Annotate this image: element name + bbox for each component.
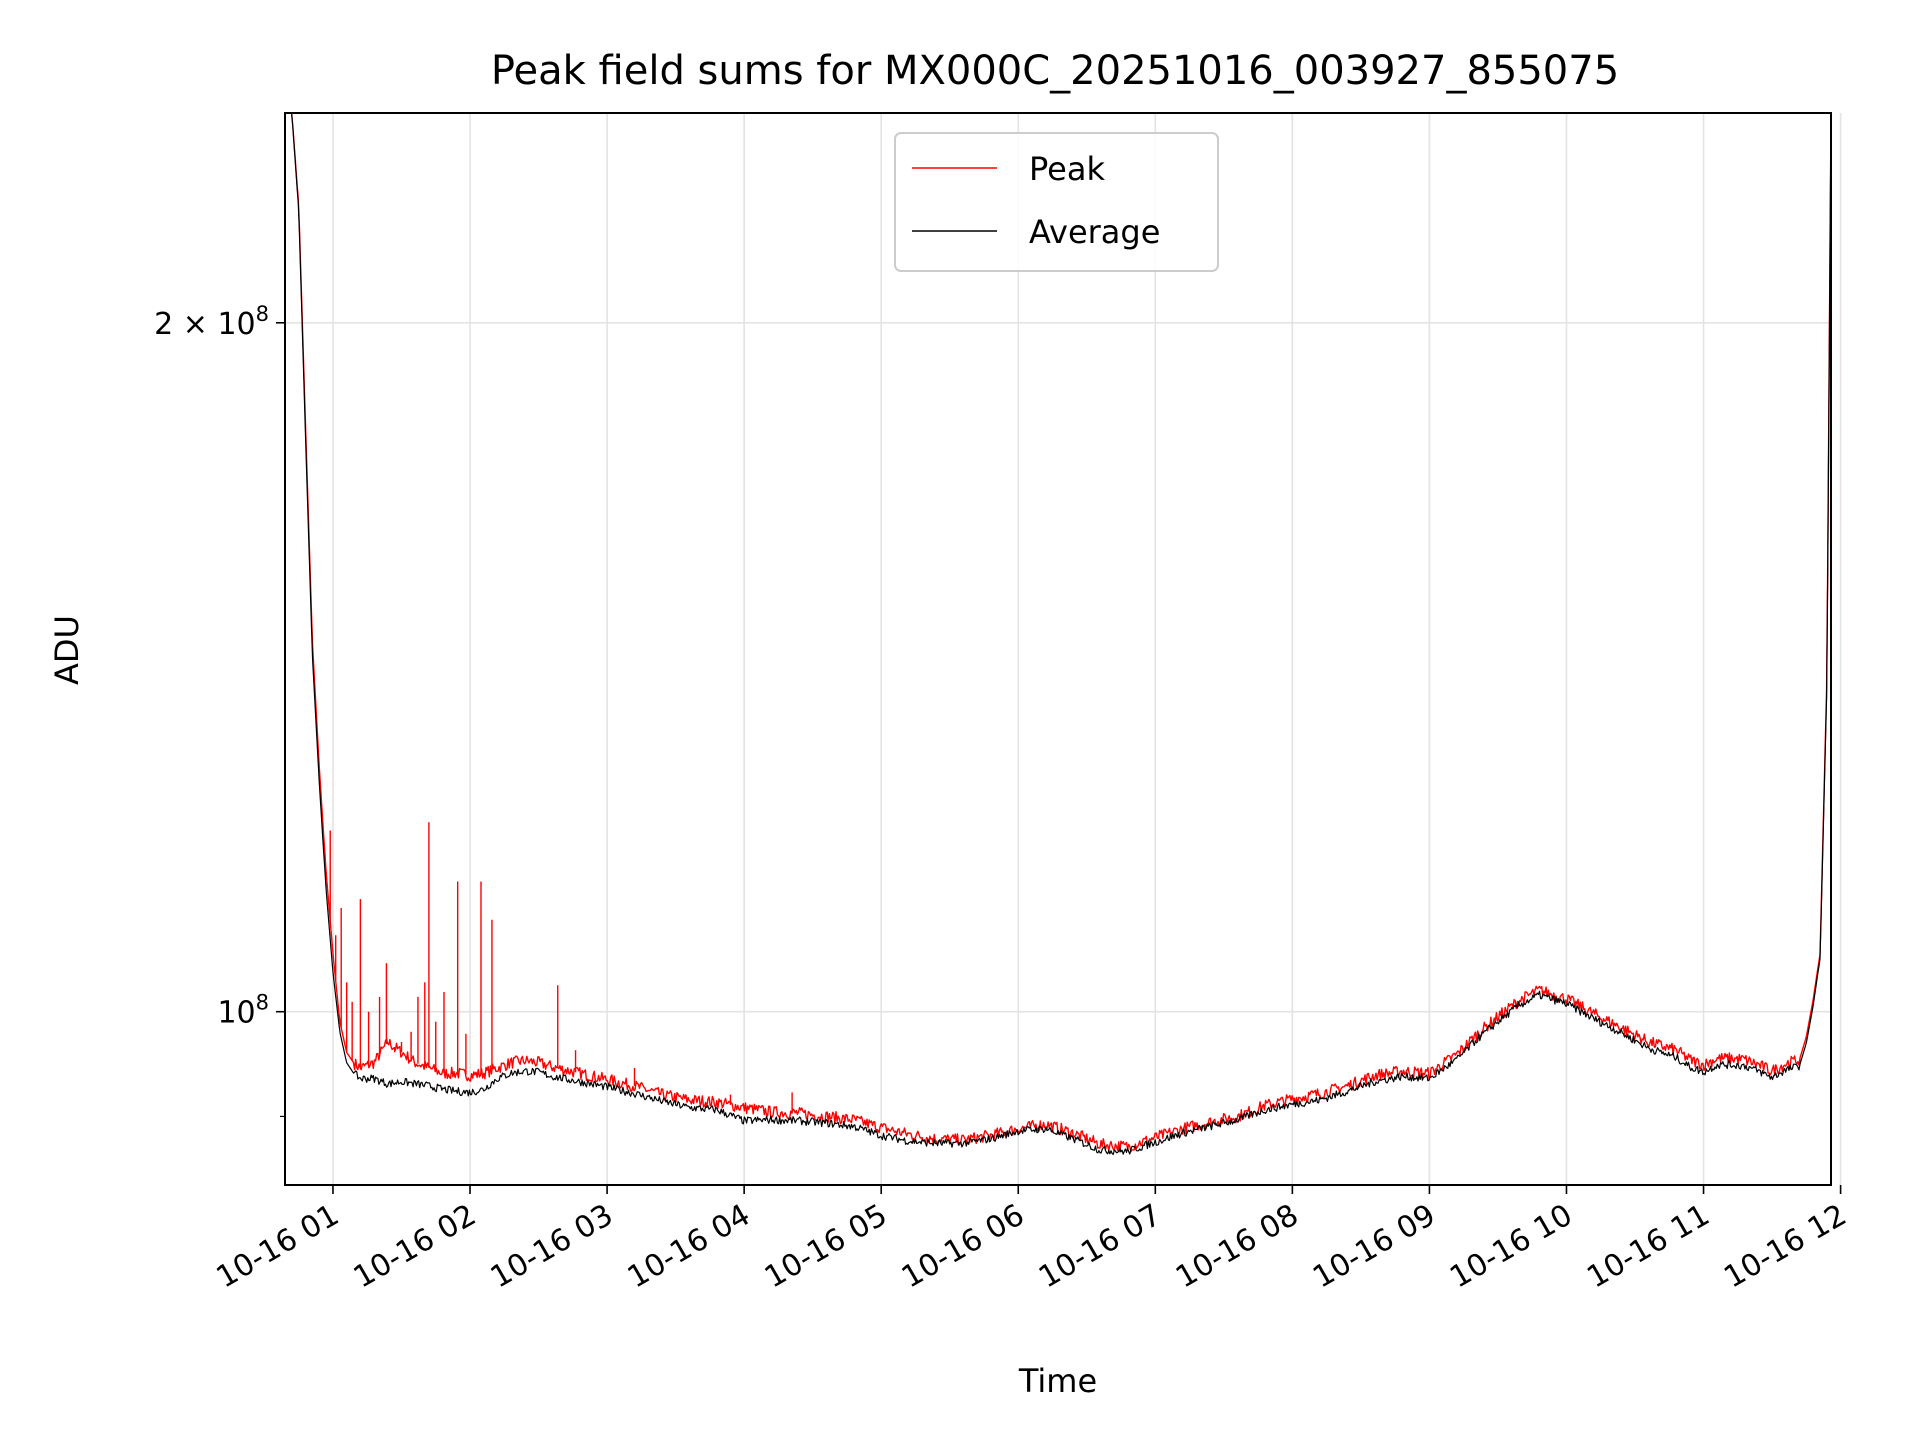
x-axis-ticks: 10-16 01 10-16 02 10-16 03 10-16 04 10-16 05… — [211, 1185, 1853, 1295]
legend-label-peak: Peak — [1029, 150, 1105, 188]
x-tick-label: 10-16 02 — [348, 1198, 482, 1296]
legend: Peak Average — [894, 132, 1219, 272]
x-tick-label: 10-16 01 — [211, 1198, 345, 1296]
x-tick-label: 10-16 04 — [622, 1198, 756, 1296]
x-tick-label: 10-16 08 — [1170, 1198, 1304, 1296]
x-tick-label: 10-16 05 — [759, 1198, 893, 1296]
x-tick-label: 10-16 09 — [1307, 1198, 1441, 1296]
series-line-peak — [285, 113, 1831, 1153]
series-line-average — [285, 113, 1831, 1156]
x-tick-label: 10-16 12 — [1718, 1198, 1852, 1296]
legend-label-average: Average — [1029, 213, 1160, 251]
chart-title: Peak field sums for MX000C_20251016_0039… — [491, 48, 1619, 94]
x-tick-label: 10-16 06 — [896, 1198, 1030, 1296]
x-tick-label: 10-16 07 — [1033, 1198, 1167, 1296]
y-axis-label: ADU — [48, 615, 86, 685]
x-tick-label: 10-16 10 — [1444, 1198, 1578, 1296]
y-tick-label: 108 — [217, 991, 269, 1031]
y-tick-label: 2 × 108 — [154, 302, 269, 342]
x-axis-label: Time — [1018, 1362, 1097, 1400]
x-tick-label: 10-16 03 — [485, 1198, 619, 1296]
x-tick-label: 10-16 11 — [1581, 1198, 1715, 1296]
y-axis-ticks: 108 2 × 108 — [154, 302, 285, 1118]
grid-lines — [285, 113, 1842, 1185]
plot-frame — [284, 112, 1832, 1186]
series-group — [285, 113, 1831, 1156]
